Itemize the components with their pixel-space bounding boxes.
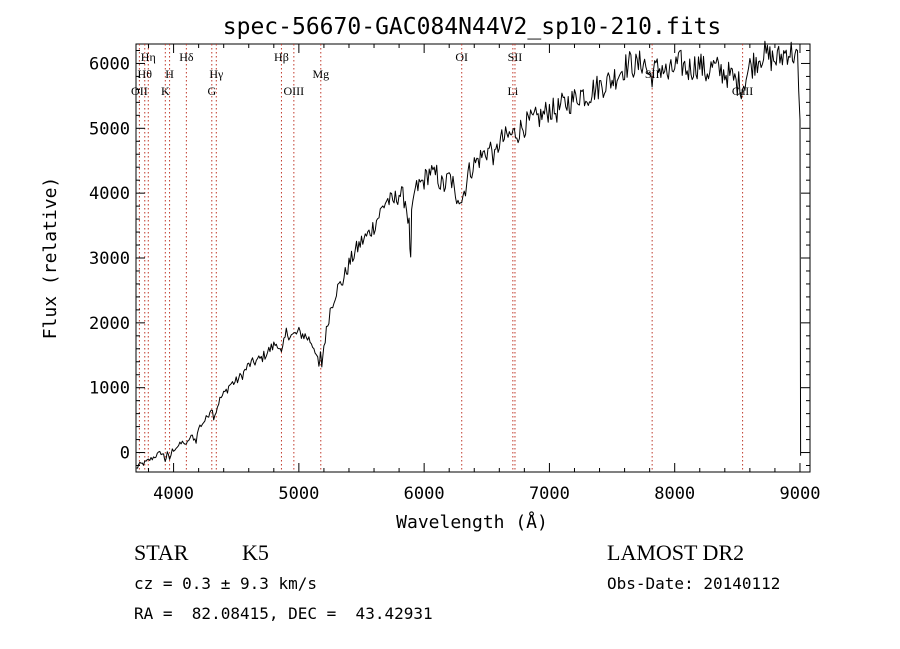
plot-frame — [135, 43, 811, 473]
y-tick-label: 4000 — [89, 184, 130, 204]
coordinates-text: RA = 82.08415, DEC = 43.42931 — [134, 604, 433, 623]
y-axis-label: Flux (relative) — [40, 177, 61, 340]
object-class: STAR — [134, 540, 189, 565]
y-tick-label: 3000 — [89, 249, 130, 269]
chart-title: spec-56670-GAC084N44V2_sp10-210.fits — [223, 14, 722, 40]
line-marker-label: SII — [645, 67, 660, 81]
line-marker-label: H — [165, 67, 174, 81]
x-tick-label: 5000 — [278, 484, 319, 504]
line-marker-label: Hθ — [138, 67, 153, 81]
x-tick-label: 6000 — [404, 484, 445, 504]
line-marker-label: Hδ — [179, 50, 194, 64]
y-tick-label: 6000 — [89, 54, 130, 74]
y-tick-label: 0 — [120, 444, 130, 464]
x-tick-label: 9000 — [780, 484, 821, 504]
line-marker-label: OI — [455, 50, 468, 64]
spectrum-line — [136, 40, 802, 469]
line-marker-label: Mg — [312, 67, 329, 81]
line-marker-label: Li — [508, 84, 519, 98]
object-subclass: K5 — [242, 540, 269, 565]
line-marker-label: Hγ — [209, 67, 224, 81]
axis-ticks: 4000 5000 6000 7000 8000 9000 0 1000 2000 3000 400… — [89, 44, 820, 504]
x-tick-label: 7000 — [529, 484, 570, 504]
redshift-text: cz = 0.3 ± 9.3 km/s — [134, 574, 318, 593]
spectrum-series — [136, 40, 802, 469]
plot-border — [135, 43, 811, 473]
line-marker-label: SII — [508, 50, 523, 64]
obs-date-text: Obs-Date: 20140112 — [607, 574, 781, 593]
line-marker-label: Hη — [141, 50, 156, 64]
y-tick-label: 5000 — [89, 119, 130, 139]
x-tick-label: 4000 — [153, 484, 194, 504]
survey-name: LAMOST DR2 — [607, 540, 745, 565]
line-marker-label: OIII — [284, 84, 305, 98]
y-tick-label: 1000 — [89, 379, 130, 399]
line-marker-label: OII — [131, 84, 148, 98]
line-marker-label: K — [161, 84, 170, 98]
y-tick-label: 2000 — [89, 314, 130, 334]
line-marker-label: G — [207, 84, 216, 98]
line-marker-label: Hβ — [274, 50, 289, 64]
x-tick-label: 8000 — [654, 484, 695, 504]
x-axis-label: Wavelength (Å) — [396, 511, 548, 533]
